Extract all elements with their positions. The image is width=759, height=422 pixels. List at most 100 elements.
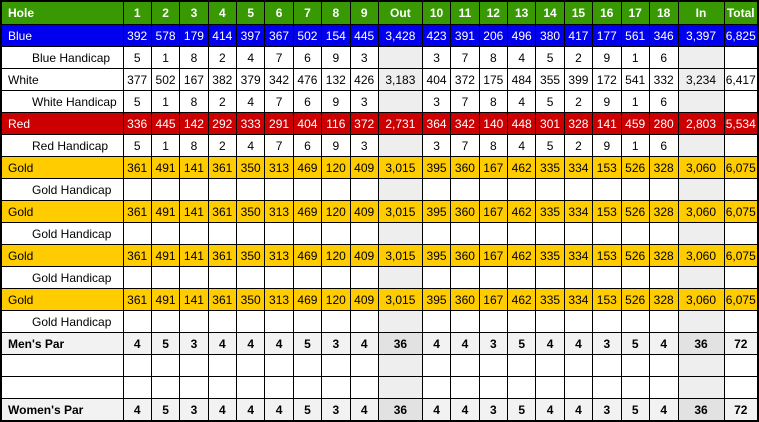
score-cell [648, 354, 679, 377]
score-cell: 4 [648, 398, 679, 422]
score-cell [677, 376, 725, 399]
score-cell: 3 [179, 332, 209, 355]
score-cell [677, 266, 725, 289]
score-cell [723, 266, 759, 289]
table-row: Gold Handicap [0, 222, 759, 245]
score-cell: 5 [122, 46, 152, 69]
score-cell: 462 [506, 288, 537, 311]
score-cell [478, 266, 509, 289]
score-cell: 301 [535, 112, 565, 135]
header-cell: 14 [535, 0, 565, 25]
score-cell [450, 376, 480, 399]
score-cell [292, 310, 323, 333]
score-cell [677, 134, 725, 157]
score-cell: 334 [563, 156, 594, 179]
score-cell: 141 [179, 156, 209, 179]
score-cell: 3,015 [377, 288, 423, 311]
score-cell: 332 [648, 68, 679, 91]
header-cell: 11 [450, 0, 480, 25]
score-cell: 355 [535, 68, 565, 91]
score-cell: 350 [235, 156, 266, 179]
score-cell [321, 178, 351, 201]
score-cell: 335 [535, 200, 565, 223]
score-cell: 414 [207, 24, 238, 47]
score-cell: 361 [207, 244, 238, 267]
score-cell: 333 [235, 112, 266, 135]
score-cell: 3,397 [677, 24, 725, 47]
score-cell: 141 [179, 200, 209, 223]
score-cell: 6 [292, 90, 323, 113]
score-cell [563, 354, 594, 377]
score-cell [179, 376, 209, 399]
score-cell: 335 [535, 288, 565, 311]
score-cell: 4 [122, 332, 152, 355]
score-cell: 409 [349, 244, 379, 267]
score-cell [723, 354, 759, 377]
score-cell: 380 [535, 24, 565, 47]
score-cell: 1 [620, 46, 650, 69]
score-cell [207, 310, 238, 333]
score-cell: 72 [723, 398, 759, 422]
score-cell: 377 [122, 68, 152, 91]
table-row: Men's Par 4 5 3 4 4 4 5 3 4 36 4 4 3 5 4 4 3 5 4 36 72 [0, 332, 759, 355]
score-cell: 172 [592, 68, 622, 91]
score-cell: 2 [207, 90, 238, 113]
score-cell: 423 [421, 24, 452, 47]
score-cell [723, 376, 759, 399]
score-cell [179, 222, 209, 245]
score-cell: 364 [421, 112, 452, 135]
score-cell: 141 [179, 288, 209, 311]
score-cell [377, 310, 423, 333]
score-cell: 6,825 [723, 24, 759, 47]
score-cell [264, 222, 294, 245]
score-cell: 4 [235, 90, 266, 113]
score-cell [179, 310, 209, 333]
score-cell [207, 266, 238, 289]
row-label-cell: White Handicap [0, 90, 124, 113]
score-cell [677, 90, 725, 113]
score-cell: 4 [563, 398, 594, 422]
score-cell: 5 [535, 134, 565, 157]
score-cell [450, 178, 480, 201]
header-cell: 3 [179, 0, 209, 25]
score-cell [421, 266, 452, 289]
score-cell: 350 [235, 288, 266, 311]
score-cell [677, 310, 725, 333]
table-row [0, 376, 759, 399]
score-cell: 395 [421, 200, 452, 223]
header-cell: In [677, 0, 725, 25]
score-cell: 334 [563, 288, 594, 311]
score-cell [535, 310, 565, 333]
score-cell: 291 [264, 112, 294, 135]
row-label-cell: Men's Par [0, 332, 124, 355]
score-cell [535, 376, 565, 399]
score-cell: 361 [122, 156, 152, 179]
score-cell: 6,075 [723, 244, 759, 267]
score-cell: 167 [478, 288, 509, 311]
table-row: Gold 361 491 141 361 350 313 469 120 409 3,015 395 3… [0, 156, 759, 179]
table-row: Women's Par 4 5 3 4 4 4 5 3 4 36 4 4 3 5 4 4 3 5 4 36 72 [0, 398, 759, 422]
score-cell: 541 [620, 68, 650, 91]
score-cell: 328 [648, 200, 679, 223]
score-cell [150, 376, 181, 399]
row-label-cell: Gold Handicap [0, 266, 124, 289]
score-cell [150, 354, 181, 377]
score-cell [292, 178, 323, 201]
score-cell: 360 [450, 244, 480, 267]
score-cell: 5 [506, 398, 537, 422]
table-row: Gold 361 491 141 361 350 313 469 120 409 3,015 395 3… [0, 200, 759, 223]
score-cell [122, 178, 152, 201]
score-cell: 2,731 [377, 112, 423, 135]
score-cell: 154 [321, 24, 351, 47]
score-cell [506, 376, 537, 399]
score-cell: 4 [506, 46, 537, 69]
score-cell [377, 222, 423, 245]
score-cell: 361 [122, 288, 152, 311]
score-cell: 445 [150, 112, 181, 135]
score-cell: 361 [122, 244, 152, 267]
score-cell: 502 [292, 24, 323, 47]
table-row: Red Handicap 5 1 8 2 4 7 6 9 3 3 7 8 4 5 2 9 1 6 [0, 134, 759, 157]
score-cell: 4 [264, 332, 294, 355]
score-cell: 116 [321, 112, 351, 135]
score-cell: 578 [150, 24, 181, 47]
